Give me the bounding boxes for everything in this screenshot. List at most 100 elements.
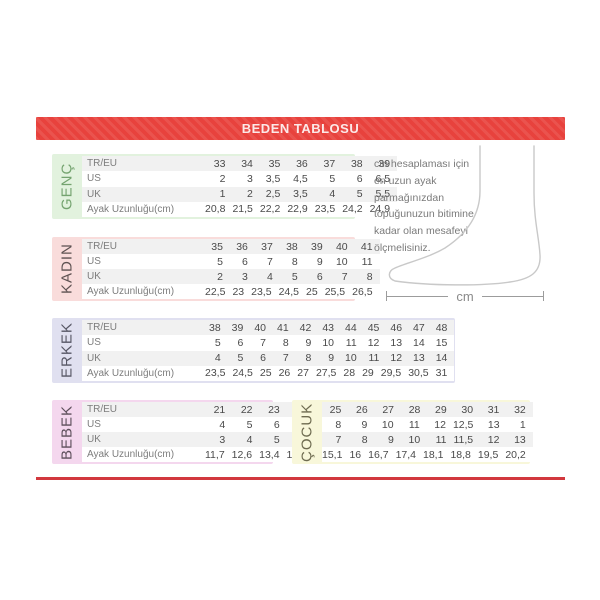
size-cell: 23 [268, 403, 280, 416]
size-cell: 28 [343, 367, 356, 380]
size-cell: 41 [360, 240, 373, 253]
row-label: US [87, 337, 101, 349]
table-row: Ayak Uzunluğu(cm) 20,8 21,5 22,2 22,9 23,5 24,… [82, 201, 398, 217]
size-cell: 8 [291, 255, 298, 268]
size-cell: 7 [341, 270, 348, 283]
size-cell: 8 [305, 352, 312, 365]
size-cell: 9 [361, 418, 368, 431]
table-row: UK 2 3 4 5 6 7 8 [82, 269, 380, 284]
size-cell: 7 [282, 352, 289, 365]
size-cell: 24,5 [278, 285, 299, 298]
size-cell: 22,5 [205, 285, 226, 298]
size-cell: 9 [316, 255, 323, 268]
section-cocuk: ÇOCUK 25 26 27 28 29 30 31 32 8 9 10 11 12 12,5 13 1 7 8 9… [292, 400, 533, 464]
size-cell: 6 [316, 270, 323, 283]
size-cell: 5 [329, 172, 336, 185]
size-cell: 38 [350, 157, 363, 170]
row-label: Ayak Uzunluğu(cm) [87, 367, 175, 379]
table-row: TR/EU 38 39 40 41 42 43 44 45 46 47 48 [82, 320, 455, 336]
size-cell: 19,5 [477, 448, 499, 461]
size-cell: 29,5 [380, 367, 402, 380]
size-cell: 28 [408, 403, 421, 416]
size-cell: 14 [413, 336, 425, 349]
size-cell: 6 [242, 255, 248, 268]
row-label: UK [87, 271, 101, 282]
size-cell: 24,5 [232, 367, 253, 380]
size-cell: 8 [282, 336, 289, 349]
size-cell: 23 [232, 285, 245, 298]
size-cell: 5 [217, 255, 223, 268]
size-cell: 42 [299, 321, 312, 334]
table-row: UK 1 2 2,5 3,5 4 5 5,5 [82, 186, 398, 202]
row-label: UK [87, 352, 101, 364]
size-cell: 39 [311, 240, 323, 253]
size-cell: 30 [461, 403, 474, 416]
table-row: UK3456 [82, 432, 314, 447]
size-cell: 22 [240, 403, 253, 416]
size-cell: 7 [260, 336, 267, 349]
size-cell: 13 [413, 352, 425, 365]
section-bebek-label: BEBEK [58, 404, 76, 460]
row-label: UK [87, 188, 101, 200]
size-cell: 5 [291, 270, 298, 283]
size-cell: 25 [259, 367, 272, 380]
size-cell: 22,9 [287, 203, 308, 216]
size-cell: 24,2 [342, 203, 363, 216]
size-cell: 33 [213, 157, 226, 170]
size-cell: 1 [519, 418, 526, 431]
size-cell: 12 [390, 352, 403, 365]
size-cell: 48 [435, 321, 448, 334]
size-cell: 35 [268, 157, 281, 170]
size-cell: 47 [413, 321, 425, 334]
size-cell: 37 [261, 240, 273, 253]
size-cell: 7 [335, 433, 342, 446]
size-cell: 24,9 [369, 203, 391, 216]
size-cell: 26,5 [352, 285, 373, 298]
row-label: TR/EU [87, 241, 117, 252]
row-label: TR/EU [87, 322, 117, 334]
size-cell: 15,1 [322, 448, 343, 461]
table-row: 15,1 16 16,7 17,4 18,1 18,8 19,5 20,2 [322, 447, 533, 462]
size-cell: 16 [349, 448, 362, 461]
measure-segment [481, 295, 543, 297]
size-cell: 6 [356, 172, 363, 185]
size-cell: 11,5 [453, 433, 474, 446]
size-cell: 4 [219, 418, 226, 431]
size-cell: 31 [435, 367, 448, 380]
cm-measure-line: cm [386, 289, 544, 303]
section-kadin: KADIN TR/EU 35 36 37 38 39 40 41 US 5 6 7 8 9 10 11 UK 2 3… [52, 237, 380, 301]
foot-outline-illustration [385, 145, 547, 287]
measure-tick-right [543, 291, 544, 301]
size-cell: 30,5 [408, 367, 429, 380]
size-cell: 20,8 [205, 203, 226, 216]
size-cell: 11 [361, 255, 373, 268]
size-cell: 5 [356, 188, 363, 201]
size-cell: 5 [246, 418, 253, 431]
section-kadin-label: KADIN [58, 243, 76, 295]
table-row: US 2 3 3,5 4,5 5 6 6,5 [82, 171, 398, 187]
size-cell: 4 [329, 188, 336, 201]
table-row: US 5 6 7 8 9 10 11 12 13 14 15 [82, 335, 455, 351]
row-label: Ayak Uzunluğu(cm) [87, 286, 175, 297]
size-cell: 18,1 [423, 448, 444, 461]
table-row: US4567 [82, 417, 314, 432]
table-row: TR/EU21222324 [82, 402, 314, 417]
row-label: TR/EU [87, 404, 117, 415]
section-genc-label: GENÇ [58, 162, 76, 211]
size-cell: 27 [297, 367, 309, 380]
table-row: Ayak Uzunluğu(cm) 23,5 24,5 25 26 27 27,5 28 29 2… [82, 365, 455, 381]
cm-unit-label: cm [456, 288, 474, 304]
row-label: US [87, 173, 101, 185]
page-title-text: BEDEN TABLOSU [241, 121, 360, 136]
page-title: BEDEN TABLOSU [36, 117, 565, 140]
size-cell: 25 [306, 285, 318, 298]
size-cell: 5 [273, 433, 280, 446]
section-erkek: ERKEK TR/EU 38 39 40 41 42 43 44 45 46 47 48 US 5 6 7 8 9… [52, 318, 455, 383]
size-cell: 35 [211, 240, 223, 253]
table-row: Ayak Uzunluğu(cm) 22,5 23 23,5 24,5 25 25,5 26,… [82, 284, 380, 299]
section-genc-table: TR/EU 33 34 35 36 37 38 39 US 2 3 3,5 4,5 5 6 6,5 UK 1 2 2,… [82, 156, 398, 217]
size-cell: 9 [305, 336, 312, 349]
size-cell: 2 [217, 270, 223, 283]
size-cell: 38 [286, 240, 298, 253]
size-cell: 12,5 [452, 418, 474, 431]
